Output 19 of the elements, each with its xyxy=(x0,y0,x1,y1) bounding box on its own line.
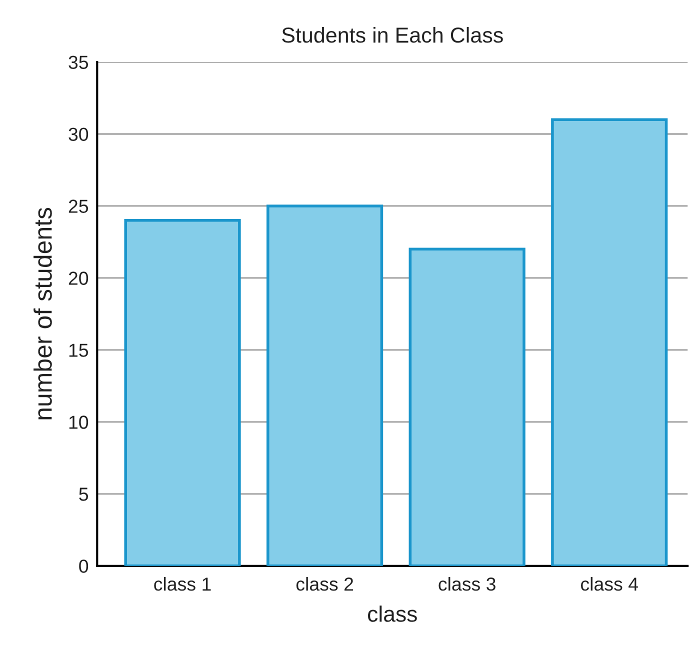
y-tick-label: 10 xyxy=(69,416,88,429)
y-tick-label: 35 xyxy=(68,56,88,69)
y-tick-label: 0 xyxy=(79,560,88,573)
chart-title: Students in Each Class xyxy=(282,26,503,43)
y-tick-label: 30 xyxy=(68,128,88,141)
y-axis-title: number of students xyxy=(34,208,52,420)
bar xyxy=(551,118,668,566)
y-tick-label: 25 xyxy=(68,200,88,213)
x-tick-label: class 3 xyxy=(438,577,496,591)
y-tick-label: 5 xyxy=(79,488,88,501)
bar xyxy=(124,218,241,566)
y-tick-label: 15 xyxy=(69,344,88,357)
y-tick-label: 20 xyxy=(68,272,88,285)
x-axis-title: class xyxy=(368,606,417,622)
bar xyxy=(408,248,526,566)
x-tick-label: class 4 xyxy=(580,577,638,591)
x-tick-label: class 1 xyxy=(154,577,211,591)
x-tick-label: class 2 xyxy=(296,577,354,591)
bar xyxy=(266,204,384,566)
